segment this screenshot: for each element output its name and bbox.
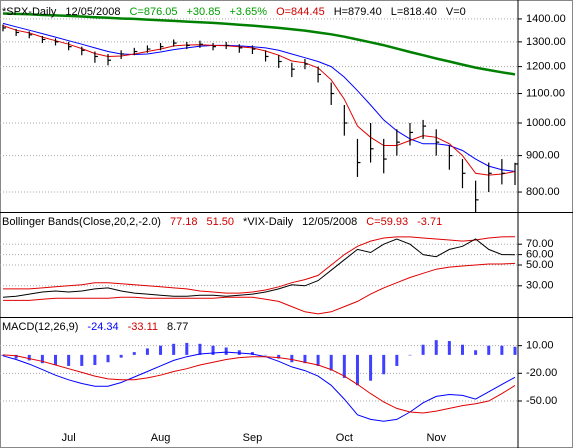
header-part: +30.85 <box>186 6 220 18</box>
histogram-bar <box>185 342 189 355</box>
histogram-bar <box>355 354 359 386</box>
histogram-bar <box>316 354 320 366</box>
y-tick-label: 60.00 <box>526 249 554 261</box>
histogram-bar <box>211 345 215 355</box>
panel-header: MACD(12,26,9) -24.34 -33.11 8.77 <box>2 321 188 333</box>
header-part: Bollinger Bands(Close,20,2,-2.0) <box>2 216 161 228</box>
header-part: -33.11 <box>128 321 158 333</box>
histogram-bar <box>67 354 71 366</box>
y-tick-label: 50.00 <box>526 259 554 271</box>
histogram-bar <box>395 354 399 366</box>
series-line <box>2 354 516 414</box>
y-tick-label: -50.00 <box>526 395 557 407</box>
histogram-bar <box>159 345 163 355</box>
histogram-bar <box>54 354 58 366</box>
histogram-bar <box>145 348 149 355</box>
histogram-bar <box>264 354 268 356</box>
header-part: 8.77 <box>167 321 188 333</box>
x-tick-label: Sep <box>243 432 263 444</box>
y-tick-label: -20.00 <box>526 367 557 379</box>
histogram-bar <box>93 354 97 366</box>
header-part: +3.65% <box>229 6 267 18</box>
y-tick-label: 1200.00 <box>526 61 566 73</box>
histogram-bar <box>421 344 425 355</box>
x-tick-label: Aug <box>151 432 171 444</box>
panel-header: *SPX-Daily 12/05/2008 C=876.05 +30.85 +3.65%… <box>2 6 466 18</box>
y-tick-label: 1400.00 <box>526 13 566 25</box>
y-tick-label: 10.00 <box>526 340 554 352</box>
histogram-bar <box>290 354 294 363</box>
y-tick-label: 900.00 <box>526 150 560 162</box>
series-line <box>2 12 516 76</box>
histogram-bar <box>27 354 31 361</box>
header-part: 51.50 <box>207 216 235 228</box>
series-line <box>2 238 516 298</box>
histogram-bar <box>172 343 176 355</box>
histogram-bar <box>434 340 438 355</box>
histogram-bar <box>513 346 517 355</box>
y-tick-label: 1300.00 <box>526 36 566 48</box>
header-part: H=879.40 <box>334 6 382 18</box>
header-part: MACD(12,26,9) <box>2 321 78 333</box>
histogram-bar <box>474 350 478 355</box>
histogram-bar <box>80 354 84 366</box>
histogram-bar <box>198 343 202 355</box>
header-part: 12/05/2008 <box>65 6 120 18</box>
header-part: -3.71 <box>417 216 442 228</box>
series-line <box>2 22 516 172</box>
histogram-bar <box>132 352 136 355</box>
histogram-bar <box>460 344 464 355</box>
y-tick-label: 800.00 <box>526 186 560 198</box>
histogram-bar <box>369 354 373 381</box>
histogram-bar <box>303 354 307 364</box>
histogram-bar <box>382 354 386 375</box>
y-tick-label: 1100.00 <box>526 87 565 99</box>
histogram-bar <box>40 354 44 364</box>
x-tick-label: Oct <box>336 432 353 444</box>
series-line <box>2 25 516 176</box>
histogram-bar <box>119 354 123 358</box>
header-part: 77.18 <box>170 216 198 228</box>
x-tick-label: Jul <box>62 432 76 444</box>
series-line <box>2 351 516 422</box>
y-tick-label: 30.00 <box>526 280 554 292</box>
histogram-bar <box>14 354 18 359</box>
header-part: L=818.40 <box>391 6 437 18</box>
histogram-bar <box>447 341 451 355</box>
header-part: O=844.45 <box>276 6 325 18</box>
panel-header: Bollinger Bands(Close,20,2,-2.0) 77.18 51.… <box>2 216 442 228</box>
header-part: C=876.05 <box>129 6 177 18</box>
series-line <box>3 262 516 315</box>
histogram-bar <box>342 354 346 378</box>
histogram-bar <box>106 354 110 363</box>
histogram-bar <box>224 347 228 355</box>
header-part: 12/05/2008 <box>302 216 357 228</box>
series-line <box>3 236 516 294</box>
histogram-bar <box>487 345 491 355</box>
histogram-bar <box>250 352 254 355</box>
header-part: V=0 <box>446 6 466 18</box>
header-part: *VIX-Daily <box>243 216 294 228</box>
y-tick-label: 1000.00 <box>526 117 566 129</box>
histogram-bar <box>277 354 281 359</box>
header-part: C=59.93 <box>366 216 408 228</box>
y-tick-label: 70.00 <box>526 238 554 250</box>
histogram-bar <box>329 354 333 371</box>
header-part: -24.34 <box>87 321 118 333</box>
x-tick-label: Nov <box>426 432 446 444</box>
histogram-bar <box>500 345 504 355</box>
histogram-bar <box>408 354 412 356</box>
header-part: *SPX-Daily <box>2 6 57 18</box>
